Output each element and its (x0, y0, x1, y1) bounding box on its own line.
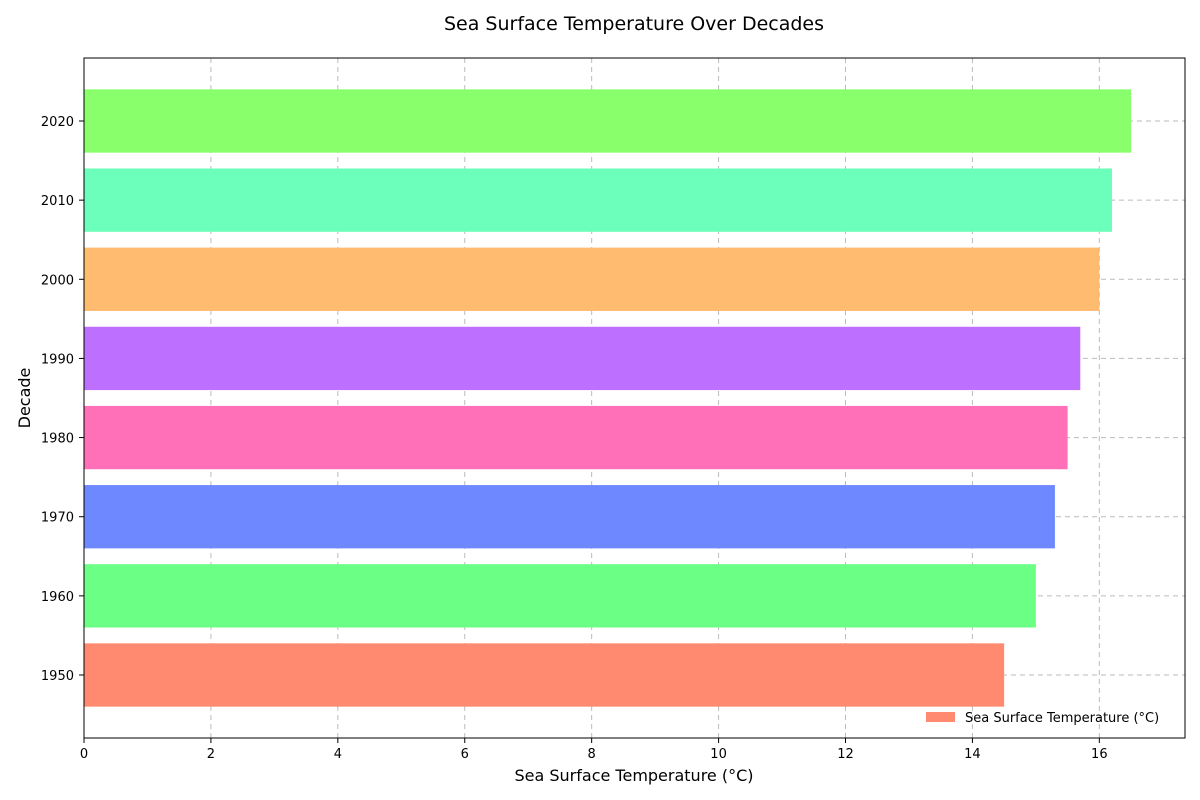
x-tick-label: 6 (461, 747, 469, 762)
y-tick-label: 1970 (41, 511, 74, 526)
bar-2020 (84, 89, 1132, 153)
y-axis-title: Decade (15, 368, 34, 429)
legend-swatch (926, 712, 955, 722)
bar-2010 (84, 168, 1113, 232)
plot-frame (83, 57, 1186, 739)
bar-1960 (84, 564, 1036, 628)
x-tick-label: 4 (334, 747, 342, 762)
y-tick-label: 2000 (41, 273, 74, 288)
bar-2000 (84, 247, 1100, 311)
x-tick-label: 2 (207, 747, 215, 762)
x-tick-label: 16 (1091, 747, 1108, 762)
y-tick-label: 1950 (41, 669, 74, 684)
bar-1950 (84, 643, 1005, 707)
bar-1980 (84, 405, 1068, 470)
x-tick-label: 12 (837, 747, 854, 762)
y-tick-label: 2010 (41, 194, 74, 209)
x-axis-title: Sea Surface Temperature (°C) (514, 766, 753, 785)
y-tick-label: 2020 (41, 115, 74, 130)
bar-1970 (84, 485, 1055, 549)
legend-label: Sea Surface Temperature (°C) (965, 711, 1159, 726)
grid (83, 58, 1185, 738)
x-tick-label: 14 (964, 747, 981, 762)
y-axis-ticks: 1950 1960 1970 1980 1990 2000 2010 2020 (41, 115, 84, 684)
legend: Sea Surface Temperature (°C) (926, 711, 1159, 726)
chart-title: Sea Surface Temperature Over Decades (444, 13, 824, 35)
y-tick-label: 1990 (41, 352, 74, 367)
x-tick-label: 0 (80, 747, 88, 762)
y-tick-label: 1980 (41, 432, 74, 447)
x-tick-label: 10 (710, 747, 727, 762)
bar-1990 (84, 326, 1081, 391)
x-axis-ticks: 0 2 4 6 8 10 12 14 16 (80, 738, 1108, 762)
x-tick-label: 8 (588, 747, 596, 762)
y-tick-label: 1960 (41, 590, 74, 605)
bars (84, 89, 1132, 707)
